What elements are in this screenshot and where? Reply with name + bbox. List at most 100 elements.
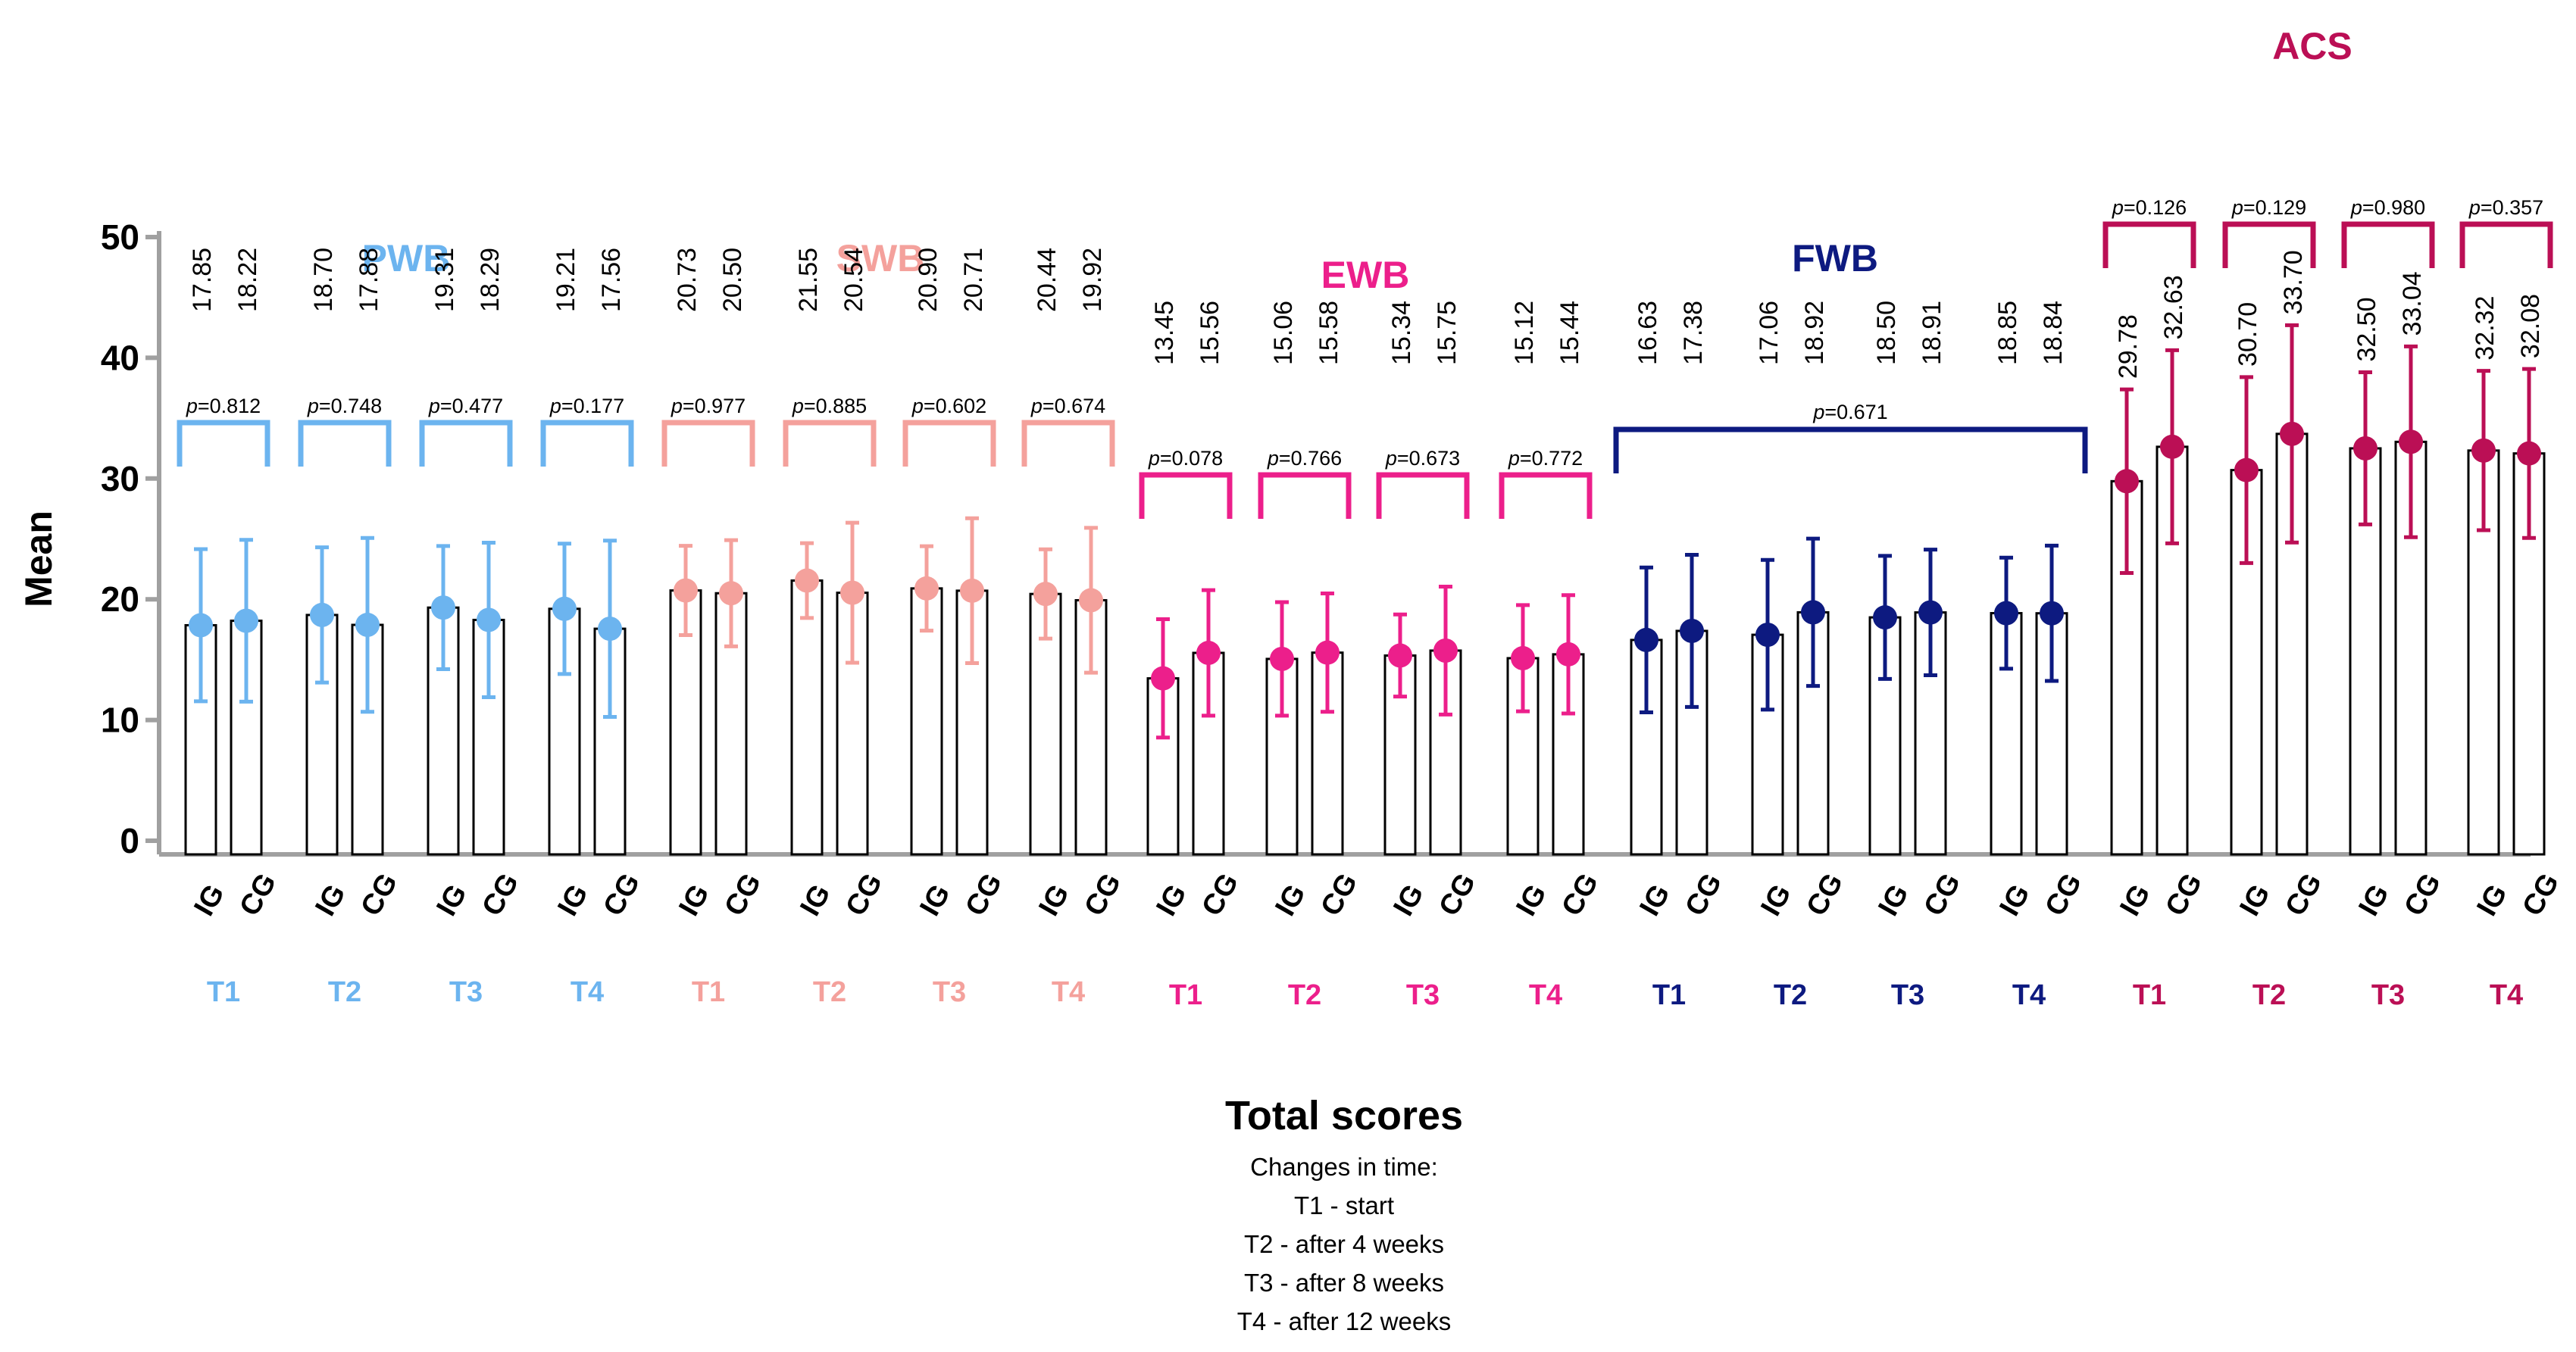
mean-point [310,602,334,627]
timepoint-label: T3 [1406,979,1440,1011]
significance-bracket [1499,472,1593,519]
significance-bracket [902,420,996,467]
significance-bracket [540,420,634,467]
significance-bracket [1376,472,1470,519]
mean-point [1634,627,1658,652]
mean-point [1556,642,1580,667]
group-label-cg: CG [1800,868,1849,921]
mean-point [1270,646,1294,671]
group-label-ig: IG [1269,879,1311,922]
domain-title-fwb: FWB [1792,237,1878,279]
data-label: 32.50 [2352,297,2381,361]
data-label: 19.21 [552,248,580,312]
data-label: 20.44 [1033,248,1061,312]
group-label-ig: IG [430,879,473,922]
data-label: 18.91 [1918,301,1946,365]
data-label: 19.92 [1078,248,1107,312]
mean-point [2517,441,2541,466]
bar-ig [427,606,460,856]
data-label: 18.29 [476,248,505,312]
p-value-label: p=0.177 [549,395,624,417]
timepoint-label: T2 [1288,979,1321,1011]
mean-point [1873,605,1897,630]
group-label-cg: CG [839,868,889,921]
y-tick-label: 30 [101,459,139,498]
timepoint-label: T1 [692,976,725,1008]
y-tick-label: 20 [101,579,139,619]
data-label: 15.34 [1387,301,1416,365]
data-label: 19.31 [430,248,459,312]
data-label: 17.56 [597,248,626,312]
significance-bracket [1021,420,1115,467]
mean-point [1151,666,1175,691]
significance-bracket-overall [1613,426,2088,473]
mean-point [1918,600,1943,625]
mean-point [477,607,501,632]
group-label-ig: IG [2352,879,2395,922]
significance-bracket [2341,221,2435,268]
mean-point [2234,457,2259,482]
significance-bracket [298,420,392,467]
mean-point [1315,640,1340,665]
p-value-label: p=0.748 [307,395,382,417]
data-label: 15.44 [1555,301,1584,365]
y-tick-label: 10 [101,701,139,740]
mean-point [1388,643,1412,668]
domain-title-pwb: PWB [362,237,451,279]
mean-point [2280,421,2304,446]
caption-line: Changes in time: [1250,1153,1438,1181]
group-label-ig: IG [552,879,594,922]
y-tick-label: 40 [101,338,139,377]
p-value-label: p=0.129 [2231,196,2306,219]
mean-point [189,613,213,638]
p-value-label: p=0.674 [1030,395,1105,417]
group-label-cg: CG [597,868,646,921]
data-label: 33.70 [2279,250,2308,314]
group-label-ig: IG [914,879,956,922]
data-label: 21.55 [794,248,823,312]
p-value-label: p=0.126 [2112,196,2187,219]
data-label: 20.54 [839,248,868,312]
p-value-label: p=0.885 [792,395,867,417]
timepoint-label: T1 [1169,979,1202,1011]
bar-ig [790,579,824,856]
data-label: 32.63 [2159,275,2188,339]
mean-point [2353,436,2377,461]
data-label: 15.12 [1510,301,1539,365]
group-label-ig: IG [673,879,715,922]
timepoint-label: T1 [2133,979,2166,1011]
p-value-label: p=0.812 [186,395,261,417]
group-label-cg: CG [959,868,1008,921]
mean-point [234,608,258,633]
data-label: 32.32 [2471,296,2499,361]
data-label: 20.50 [718,248,747,312]
mean-point [355,612,380,637]
group-label-ig: IG [1633,879,1676,922]
timepoint-label: T4 [2012,979,2046,1011]
significance-bracket [1139,472,1233,519]
timepoint-label: T3 [2371,979,2405,1011]
mean-point [840,580,864,605]
significance-bracket [661,420,755,467]
mean-point [960,578,984,603]
group-label-cg: CG [2039,868,2088,921]
data-label: 18.70 [309,248,338,312]
data-label: 15.56 [1196,301,1224,365]
timepoint-label: T4 [1052,976,1085,1008]
y-axis-title: Mean [17,511,60,607]
timepoint-label: T2 [2252,979,2286,1011]
mean-point [431,595,455,620]
domain-title-acs: ACS [2272,25,2352,67]
data-label: 20.90 [914,248,943,312]
significance-bracket [2222,221,2316,268]
data-label: 20.73 [673,248,702,312]
group-label-cg: CG [2398,868,2447,921]
group-label-cg: CG [2159,868,2209,921]
group-label-cg: CG [476,868,525,921]
data-label: 18.92 [1800,301,1829,365]
group-label-ig: IG [1033,879,1075,922]
data-label: 15.58 [1315,301,1343,365]
timepoint-label: T4 [1529,979,1562,1011]
group-label-ig: IG [2471,879,2513,922]
